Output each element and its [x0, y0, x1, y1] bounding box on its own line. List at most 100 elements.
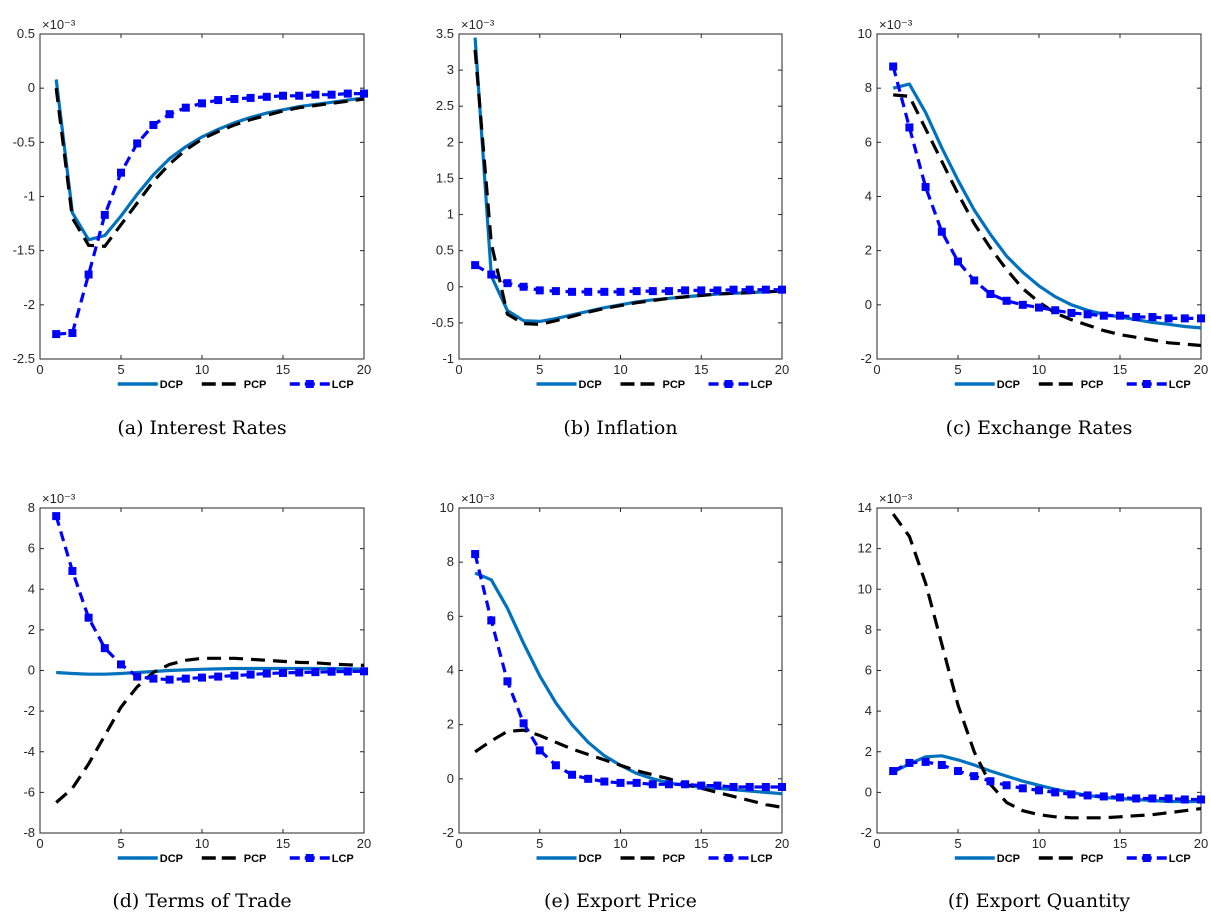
- series-point-lcp: [198, 99, 206, 108]
- series-point-lcp: [262, 669, 271, 678]
- y-tick-label: 2: [865, 243, 872, 258]
- series-point-lcp: [600, 287, 609, 296]
- series-point-lcp: [133, 672, 142, 681]
- x-tick-label: 10: [1032, 836, 1046, 851]
- x-tick-label: 20: [775, 836, 789, 851]
- legend-label-lcp: LCP: [1169, 379, 1191, 391]
- legend-label-dcp: DCP: [579, 379, 602, 391]
- series-point-lcp: [68, 329, 77, 337]
- series-point-lcp: [1197, 795, 1205, 804]
- y-tick-label: 8: [447, 554, 454, 569]
- panel-caption: (d) Terms of Trade: [112, 890, 291, 912]
- series-point-lcp: [1018, 300, 1027, 309]
- series-point-lcp: [664, 287, 673, 296]
- y-tick-label: 0: [447, 771, 454, 786]
- x-tick-label: 10: [613, 836, 627, 851]
- series-point-lcp: [761, 782, 770, 791]
- series-point-lcp: [311, 90, 320, 99]
- y-tick-label: -2: [442, 825, 454, 840]
- x-tick-label: 5: [117, 836, 124, 851]
- legend-label-lcp: LCP: [332, 853, 354, 865]
- series-point-lcp: [778, 782, 786, 791]
- series-point-lcp: [100, 210, 109, 219]
- series-point-lcp: [937, 227, 946, 236]
- y-tick-label: 8: [865, 80, 872, 95]
- x-tick-label: 20: [1194, 836, 1208, 851]
- x-tick-label: 5: [954, 836, 961, 851]
- y-scale-exponent: ×10⁻³: [461, 491, 495, 506]
- legend-marker-lcp: [1142, 380, 1151, 388]
- series-point-lcp: [214, 672, 223, 681]
- series-line-pcp: [891, 513, 1202, 820]
- series-point-lcp: [921, 183, 930, 192]
- series-point-lcp: [327, 667, 336, 676]
- legend-label-lcp: LCP: [751, 379, 773, 391]
- series-point-lcp: [327, 90, 336, 99]
- y-tick-label: 0: [865, 297, 872, 312]
- series-point-lcp: [778, 285, 786, 294]
- series-point-lcp: [149, 674, 158, 683]
- series-point-lcp: [616, 287, 625, 296]
- series-point-lcp: [905, 123, 914, 132]
- y-tick-label: -2.5: [13, 351, 35, 366]
- plot-area: [39, 33, 365, 360]
- series-point-lcp: [117, 660, 125, 669]
- legend-label-pcp: PCP: [1081, 379, 1104, 391]
- y-tick-label: -6: [23, 784, 35, 799]
- series-point-lcp: [745, 782, 754, 791]
- series-point-lcp: [889, 62, 898, 71]
- series-point-lcp: [471, 261, 480, 270]
- y-scale-exponent: ×10⁻³: [879, 17, 913, 32]
- y-tick-label: 2: [447, 134, 454, 149]
- series-point-lcp: [519, 282, 528, 291]
- y-tick-label: 2.5: [436, 98, 454, 113]
- series-point-lcp: [214, 96, 223, 105]
- series-point-lcp: [52, 330, 61, 339]
- legend: DCP PCP LCP: [954, 379, 1191, 391]
- x-tick-label: 0: [455, 362, 462, 377]
- series-point-lcp: [681, 780, 690, 789]
- x-tick-label: 5: [536, 836, 543, 851]
- legend-label-pcp: PCP: [663, 853, 686, 865]
- series-lcp: [471, 261, 786, 296]
- legend-label-lcp: LCP: [1169, 853, 1191, 865]
- legend-label-lcp: LCP: [332, 379, 354, 391]
- series-point-lcp: [729, 782, 738, 791]
- legend-label-dcp: DCP: [997, 379, 1020, 391]
- x-tick-label: 20: [1194, 362, 1208, 377]
- y-tick-label: 2: [865, 744, 872, 759]
- series-pcp: [54, 88, 365, 248]
- series-point-lcp: [986, 290, 995, 298]
- panel-caption: (e) Export Price: [544, 890, 697, 912]
- legend-label-dcp: DCP: [579, 853, 602, 865]
- series-point-lcp: [100, 644, 109, 653]
- series-point-lcp: [1099, 311, 1108, 320]
- series-point-lcp: [52, 512, 61, 521]
- series-point-lcp: [279, 668, 287, 677]
- series-point-lcp: [986, 777, 995, 786]
- series-point-lcp: [343, 667, 352, 676]
- plot-area: [458, 507, 783, 834]
- series-point-lcp: [165, 110, 174, 119]
- legend-label-lcp: LCP: [751, 853, 773, 865]
- x-tick-label: 0: [36, 836, 43, 851]
- y-tick-label: 0: [447, 279, 454, 294]
- x-tick-label: 10: [613, 362, 627, 377]
- y-tick-label: 1: [447, 207, 454, 222]
- series-point-lcp: [616, 778, 625, 787]
- legend-label-pcp: PCP: [1081, 853, 1104, 865]
- series-point-lcp: [230, 95, 239, 103]
- y-tick-label: -1: [23, 189, 35, 204]
- series-point-lcp: [1197, 314, 1205, 323]
- x-tick-label: 15: [694, 836, 708, 851]
- series-point-lcp: [1148, 794, 1157, 803]
- y-tick-label: 10: [858, 26, 872, 41]
- x-tick-label: 0: [873, 836, 880, 851]
- series-point-lcp: [1002, 781, 1011, 790]
- y-tick-label: -2: [860, 825, 872, 840]
- x-tick-label: 5: [954, 362, 961, 377]
- series-point-lcp: [279, 91, 287, 100]
- legend-label-pcp: PCP: [244, 853, 267, 865]
